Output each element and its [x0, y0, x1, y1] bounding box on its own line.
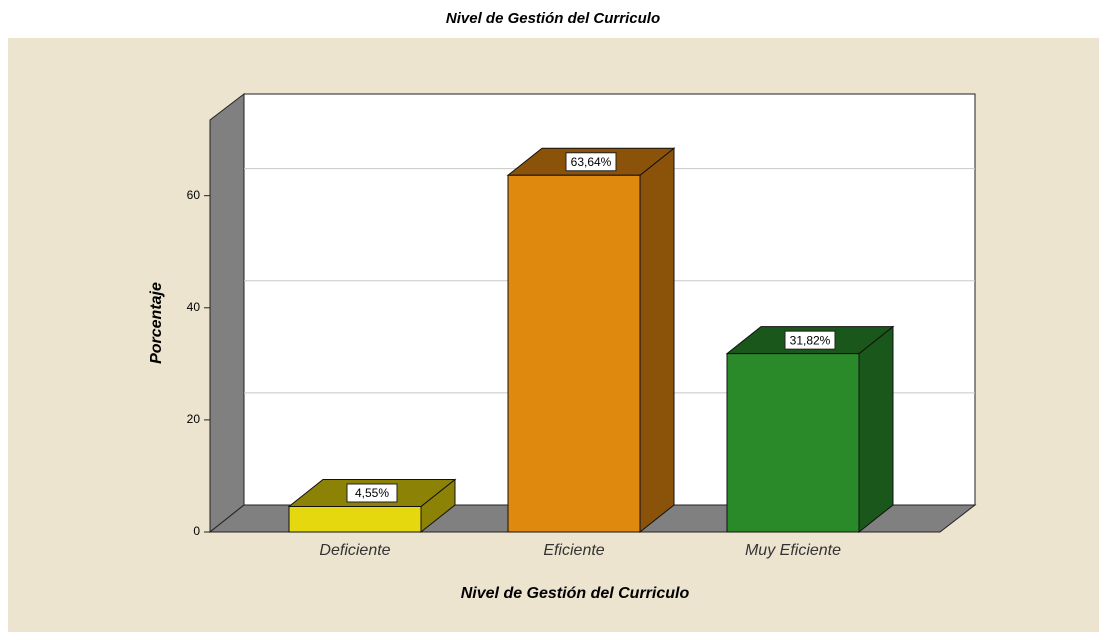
value-label: 4,55%	[355, 486, 389, 500]
bar-side	[639, 147, 675, 534]
x-tick-label: Eficiente	[543, 542, 604, 559]
y-tick-label: 20	[187, 412, 201, 426]
y-tick-label: 0	[193, 524, 200, 538]
bar-side	[858, 325, 894, 534]
bar	[288, 505, 422, 533]
value-label: 63,64%	[571, 155, 612, 169]
x-tick-label: Deficiente	[319, 542, 390, 559]
y-tick-label: 60	[187, 188, 201, 202]
value-label: 31,82%	[790, 333, 831, 347]
bar	[726, 353, 860, 533]
left-wall	[209, 92, 245, 534]
value-label-box	[346, 483, 398, 503]
bar	[507, 174, 641, 533]
x-axis-label: Nivel de Gestión del Curriculo	[461, 585, 690, 602]
y-tick-label: 40	[187, 300, 201, 314]
x-tick-label: Muy Eficiente	[745, 542, 841, 559]
y-axis-label: Porcentaje	[148, 282, 165, 364]
value-label-box	[784, 330, 836, 350]
chart-title: Nivel de Gestión del Curriculo	[446, 10, 660, 27]
value-label-box	[565, 152, 617, 172]
